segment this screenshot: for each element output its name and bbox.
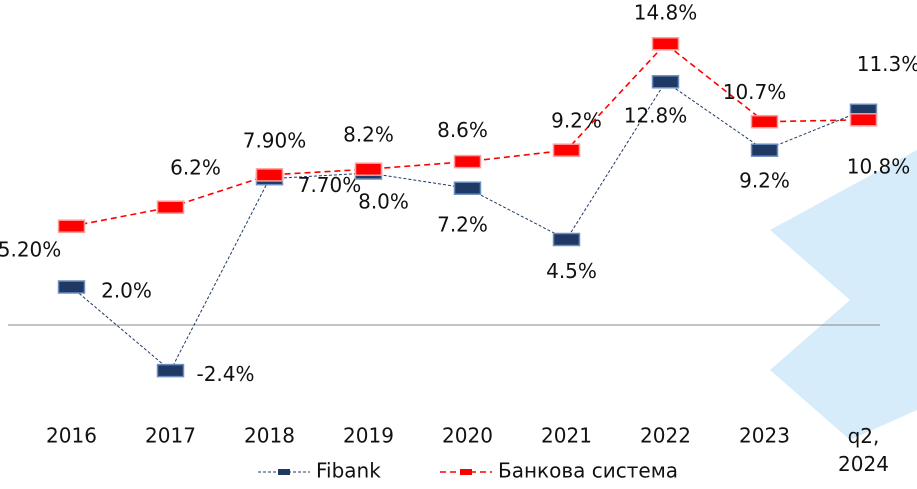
marker xyxy=(255,168,284,182)
marker xyxy=(552,232,581,247)
series-line xyxy=(71,81,864,372)
data-label: 10.8% xyxy=(847,154,911,178)
marker xyxy=(57,280,86,294)
legend-marker xyxy=(460,469,472,475)
x-tick-label: 2017 xyxy=(145,424,196,448)
data-label: 8.0% xyxy=(358,190,409,214)
data-label: 14.8% xyxy=(634,0,698,24)
legend-label: Банкова система xyxy=(498,459,678,483)
x-tick-label: 2023 xyxy=(739,424,790,448)
marker xyxy=(354,162,383,176)
legend-label: Fibank xyxy=(316,459,381,483)
x-tick-label: 2016 xyxy=(46,424,97,448)
data-label: 7.2% xyxy=(437,213,488,237)
marker xyxy=(651,37,680,51)
marker xyxy=(750,143,779,157)
marker xyxy=(156,363,185,378)
marker xyxy=(453,181,482,195)
x-tick-label: 2022 xyxy=(640,424,691,448)
data-label: 12.8% xyxy=(624,103,688,127)
data-label: 8.6% xyxy=(437,118,488,142)
data-label: 7.70% xyxy=(298,173,362,197)
marker xyxy=(156,200,185,214)
marker xyxy=(57,219,86,233)
x-tick-label: q2, 2024 xyxy=(838,424,889,476)
data-label: 11.3% xyxy=(857,52,917,76)
data-label: 4.5% xyxy=(546,259,597,283)
data-label: 7.90% xyxy=(243,128,307,152)
data-label: 5.20% xyxy=(0,238,61,262)
decoration xyxy=(770,150,917,440)
data-label: -2.4% xyxy=(196,362,254,386)
data-label: 9.2% xyxy=(551,109,602,133)
marker xyxy=(552,143,581,157)
data-label: 6.2% xyxy=(170,156,221,180)
data-label: 8.2% xyxy=(343,123,394,147)
marker xyxy=(453,154,482,169)
data-label: 10.7% xyxy=(723,80,787,104)
marker xyxy=(651,75,680,89)
marker xyxy=(750,114,779,129)
x-tick-label: 2021 xyxy=(541,424,592,448)
x-tick-label: 2020 xyxy=(442,424,493,448)
data-label: 2.0% xyxy=(101,279,152,303)
data-label: 9.2% xyxy=(739,169,790,193)
marker xyxy=(849,113,878,127)
x-tick-label: 2019 xyxy=(343,424,394,448)
legend-marker xyxy=(278,469,290,475)
x-tick-label: 2018 xyxy=(244,424,295,448)
